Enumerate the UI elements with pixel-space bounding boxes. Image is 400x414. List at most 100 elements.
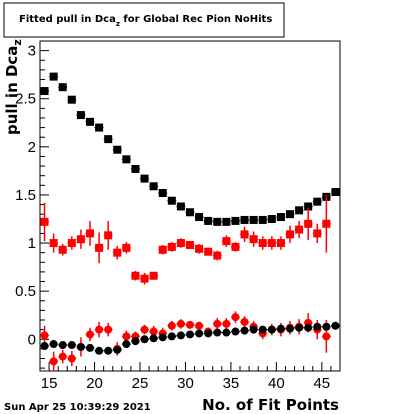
data-point — [40, 341, 49, 350]
data-point — [186, 208, 194, 217]
data-point — [258, 215, 267, 224]
x-tick-label: 25 — [132, 375, 149, 392]
data-point — [95, 325, 104, 334]
data-point — [240, 326, 249, 335]
data-point — [149, 271, 158, 280]
data-point — [204, 247, 213, 256]
tick-labels: 15 20 25 30 35 40 45 0 0.5 1 1.5 2 2.5 3 — [15, 43, 330, 392]
data-point — [213, 328, 222, 337]
series-0 — [40, 72, 340, 226]
data-point — [258, 239, 267, 248]
data-point — [213, 319, 222, 328]
data-point — [86, 117, 94, 126]
data-point — [131, 164, 140, 173]
data-point — [113, 345, 122, 354]
data-point — [104, 135, 113, 144]
data-point — [213, 217, 222, 226]
data-point — [140, 174, 149, 183]
data-point — [40, 217, 49, 226]
data-point — [267, 214, 276, 223]
data-point — [167, 196, 176, 205]
data-point — [140, 335, 149, 344]
data-point — [231, 327, 240, 336]
data-point — [195, 321, 204, 330]
data-point — [267, 325, 276, 334]
chart-title: Fitted pull in Dcaz for Global Rec Pion … — [19, 14, 272, 28]
data-point — [186, 330, 194, 339]
data-point — [140, 274, 149, 283]
data-point — [313, 197, 322, 206]
data-point — [104, 346, 113, 355]
data-point — [104, 325, 113, 334]
y-tick-label: 0 — [28, 331, 36, 348]
data-point — [304, 219, 313, 228]
x-tick-label: 15 — [41, 375, 58, 392]
data-point — [76, 111, 85, 120]
data-point — [286, 324, 294, 333]
data-point — [58, 352, 67, 361]
data-point — [140, 325, 149, 334]
x-tick-label: 30 — [177, 375, 194, 392]
data-point — [113, 248, 122, 257]
data-point — [122, 155, 131, 164]
data-point — [240, 230, 249, 239]
y-tick-label: 3 — [28, 43, 36, 60]
data-point — [186, 240, 194, 249]
y-tick-label: 1 — [28, 235, 36, 252]
data-point — [240, 215, 249, 224]
data-point — [249, 215, 258, 224]
data-point — [231, 216, 240, 225]
series-1 — [40, 194, 331, 285]
data-point — [122, 332, 131, 341]
data-point — [40, 87, 49, 96]
data-point — [49, 340, 58, 349]
data-point — [95, 346, 104, 355]
data-point — [276, 239, 285, 248]
data-point — [195, 329, 204, 338]
data-point — [240, 317, 249, 326]
data-point — [49, 357, 58, 366]
data-point — [95, 243, 104, 252]
data-point — [313, 229, 322, 238]
data-point — [113, 145, 122, 154]
data-point — [258, 325, 267, 334]
data-point — [67, 239, 76, 248]
data-point — [122, 340, 131, 349]
data-point — [304, 323, 313, 332]
data-point — [276, 213, 285, 222]
data-point — [186, 320, 194, 329]
data-point — [286, 210, 294, 219]
data-point — [86, 330, 94, 339]
data-point — [222, 237, 231, 246]
data-point — [40, 331, 49, 340]
x-tick-label: 45 — [313, 375, 330, 392]
data-point — [231, 242, 240, 251]
data-point — [67, 95, 76, 104]
data-point — [176, 319, 185, 328]
data-point — [104, 231, 113, 240]
data-point — [204, 329, 213, 338]
data-point — [295, 225, 304, 234]
data-point — [331, 188, 340, 197]
y-axis-title: pull in Dcaz — [3, 39, 24, 135]
data-point — [322, 322, 331, 331]
data-point — [222, 328, 231, 337]
data-point — [158, 333, 167, 342]
axis-ticks — [39, 40, 341, 371]
y-tick-label: 1.5 — [15, 187, 36, 204]
data-point — [95, 123, 104, 132]
x-axis-title: No. of Fit Points — [202, 396, 339, 414]
data-point — [304, 202, 313, 211]
y-tick-label: 2.5 — [15, 91, 36, 108]
data-point — [276, 324, 285, 333]
data-point — [222, 217, 231, 226]
data-point — [149, 327, 158, 336]
title-box: Fitted pull in Dcaz for Global Rec Pion … — [3, 2, 285, 38]
data-point — [158, 189, 167, 198]
data-point — [122, 243, 131, 252]
data-point — [249, 235, 258, 244]
data-point — [213, 251, 222, 260]
data-point — [195, 244, 204, 253]
data-point — [149, 182, 158, 191]
